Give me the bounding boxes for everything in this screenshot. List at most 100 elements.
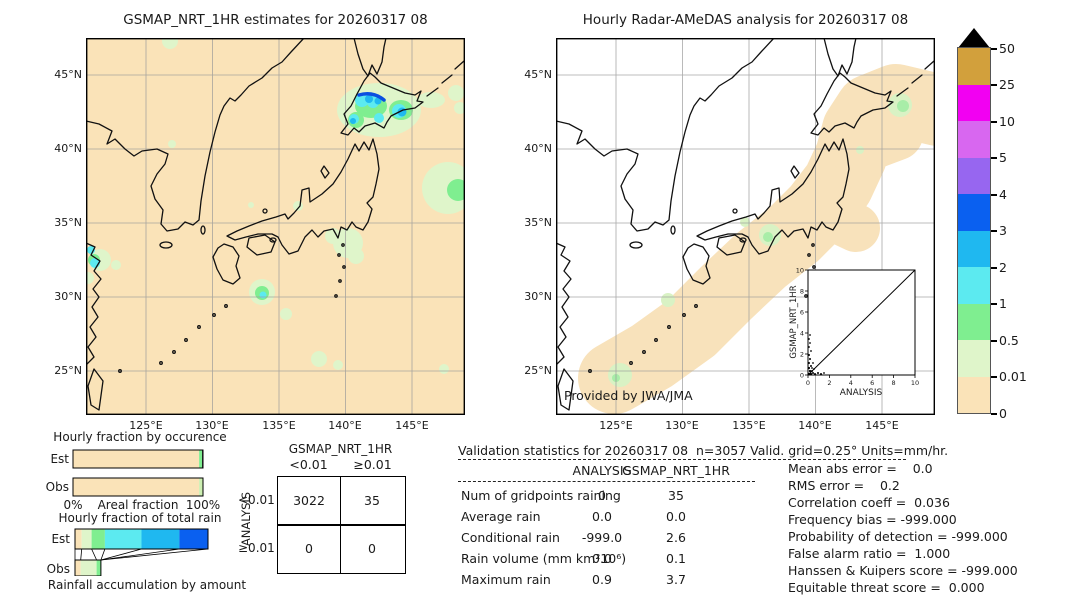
validation-value: 2.6 [666, 530, 686, 545]
radar-precip-blobs [608, 93, 912, 387]
occurrence-chart-title: Hourly fraction by occurence [53, 430, 227, 444]
cb-label-4: 4 [999, 187, 1007, 202]
left-xtick-145e: 145°E [395, 419, 429, 432]
contingency-col-group: GSMAP_NRT_1HR [288, 442, 393, 456]
occurrence-x-min: 0% [63, 498, 83, 512]
cb-label-5: 5 [999, 150, 1007, 165]
validation-value: 3.7 [666, 572, 686, 587]
contingency-cell-01: 35 [364, 493, 380, 508]
score-rms-error: RMS error = 0.2 [788, 478, 900, 493]
svg-text:8: 8 [892, 379, 896, 387]
right-ytick-45n: 45°N [524, 68, 552, 81]
validation-value: 0.0 [592, 551, 612, 566]
validation-value: 0.0 [666, 509, 686, 524]
totalrain-chart-title: Hourly fraction of total rain [58, 511, 222, 525]
validation-row-label: Conditional rain [461, 530, 560, 545]
contingency-col-label-lt: <0.01 [289, 457, 328, 472]
occurrence-chart: Est Obs [46, 449, 204, 497]
contingency-cell-11: 0 [368, 541, 376, 556]
cb-label-50: 50 [999, 41, 1015, 56]
inset-y-ticklabels: 0 2 4 6 8 10 [796, 267, 804, 380]
validation-row-label: Num of gridpoints raining [461, 488, 621, 503]
totalrain-xlabel: Rainfall accumulation by amount [47, 578, 247, 592]
score-correlation: Correlation coeff = 0.036 [788, 495, 950, 510]
skill-scores: Mean abs error = 0.0 RMS error = 0.2 Cor… [788, 460, 1018, 596]
contingency-cell-10: 0 [305, 541, 313, 556]
score-far: False alarm ratio = 1.000 [788, 546, 951, 561]
svg-text:0: 0 [806, 379, 810, 387]
score-mean-abs-error: Mean abs error = 0.0 [788, 461, 933, 476]
left-ytick-30n: 30°N [54, 290, 82, 303]
validation-value: 35 [668, 488, 684, 503]
validation-col-analysis: ANALYSIS [572, 463, 632, 478]
left-ytick-35n: 35°N [54, 216, 82, 229]
svg-text:0: 0 [800, 372, 804, 380]
left-ytick-25n: 25°N [54, 364, 82, 377]
left-ytick-45n: 45°N [54, 68, 82, 81]
score-hk: Hanssen & Kuipers score = -999.000 [788, 563, 1018, 578]
svg-text:4: 4 [849, 379, 853, 387]
validation-row-label: Rain volume (mm km²10⁶) [461, 551, 627, 566]
left-xtick-140e: 140°E [328, 419, 362, 432]
totalrain-row-est: Est [51, 532, 70, 546]
cb-label-2: 2 [999, 260, 1007, 275]
inset-xlabel: ANALYSIS [840, 388, 883, 398]
right-ytick-35n: 35°N [524, 216, 552, 229]
left-xtick-125e: 125°E [129, 419, 163, 432]
validation-title: Validation statistics for 20260317 08 n=… [458, 443, 949, 458]
validation-value: 0 [598, 488, 606, 503]
score-frequency-bias: Frequency bias = -999.000 [788, 512, 957, 527]
validation-value: 0.9 [592, 572, 612, 587]
svg-text:10: 10 [796, 267, 804, 275]
occurrence-x-max: 100% [185, 498, 221, 512]
right-xtick-125e: 125°E [599, 419, 633, 432]
totalrain-row-obs: Obs [47, 562, 70, 576]
inset-points [807, 334, 825, 376]
right-xtick-135e: 135°E [732, 419, 766, 432]
right-map-title: Hourly Radar-AMeDAS analysis for 2026031… [582, 12, 909, 28]
totalrain-chart: Est Obs [47, 528, 209, 576]
cb-label-0: 0 [999, 406, 1007, 421]
cb-label-001: 0.01 [999, 369, 1027, 384]
validation-row-label: Average rain [461, 509, 541, 524]
left-xtick-135e: 135°E [262, 419, 296, 432]
dashed-divider-top [458, 459, 906, 460]
gsmap-precip-blobs [86, 38, 465, 374]
validation-value: -999.0 [581, 530, 623, 545]
inset-ylabel: GSMAP_NRT_1HR [789, 285, 799, 358]
dashed-divider-header [458, 481, 755, 482]
cb-label-1: 1 [999, 296, 1007, 311]
contingency-row-label-ge: ≥0.01 [238, 541, 275, 555]
left-map-title: GSMAP_NRT_1HR estimates for 20260317 08 [123, 12, 428, 28]
validation-col-gsmap: GSMAP_NRT_1HR [622, 463, 730, 478]
cb-label-05: 0.5 [999, 333, 1019, 348]
right-xtick-145e: 145°E [865, 419, 899, 432]
right-ytick-30n: 30°N [524, 290, 552, 303]
cb-label-3: 3 [999, 223, 1007, 238]
colorbar [957, 28, 991, 414]
radar-coverage [578, 64, 935, 414]
gsmap-estimate-map [86, 38, 465, 415]
left-ytick-40n: 40°N [54, 142, 82, 155]
occurrence-row-est: Est [50, 452, 69, 466]
right-xtick-130e: 130°E [665, 419, 699, 432]
occurrence-xlabel: Areal fraction [97, 498, 179, 512]
right-xtick-140e: 140°E [798, 419, 832, 432]
score-pod: Probability of detection = -999.000 [788, 529, 1008, 544]
credit-text: Provided by JWA/JMA [564, 388, 693, 403]
svg-text:10: 10 [911, 379, 919, 387]
colorbar-overflow-triangle [958, 28, 990, 48]
svg-text:6: 6 [870, 379, 874, 387]
left-xtick-130e: 130°E [195, 419, 229, 432]
cb-label-25: 25 [999, 77, 1015, 92]
contingency-row-label-lt: <0.01 [238, 493, 275, 507]
svg-text:6: 6 [800, 309, 804, 317]
svg-text:8: 8 [800, 288, 804, 296]
score-ets: Equitable threat score = 0.000 [788, 580, 985, 595]
contingency-cell-00: 3022 [293, 493, 325, 508]
scatter-inset: 0 2 4 6 8 10 0 2 4 6 8 10 ANALYSIS GSMAP… [789, 267, 919, 399]
svg-text:2: 2 [827, 379, 831, 387]
right-ytick-25n: 25°N [524, 364, 552, 377]
contingency-table: 3022 35 0 0 [277, 476, 406, 574]
